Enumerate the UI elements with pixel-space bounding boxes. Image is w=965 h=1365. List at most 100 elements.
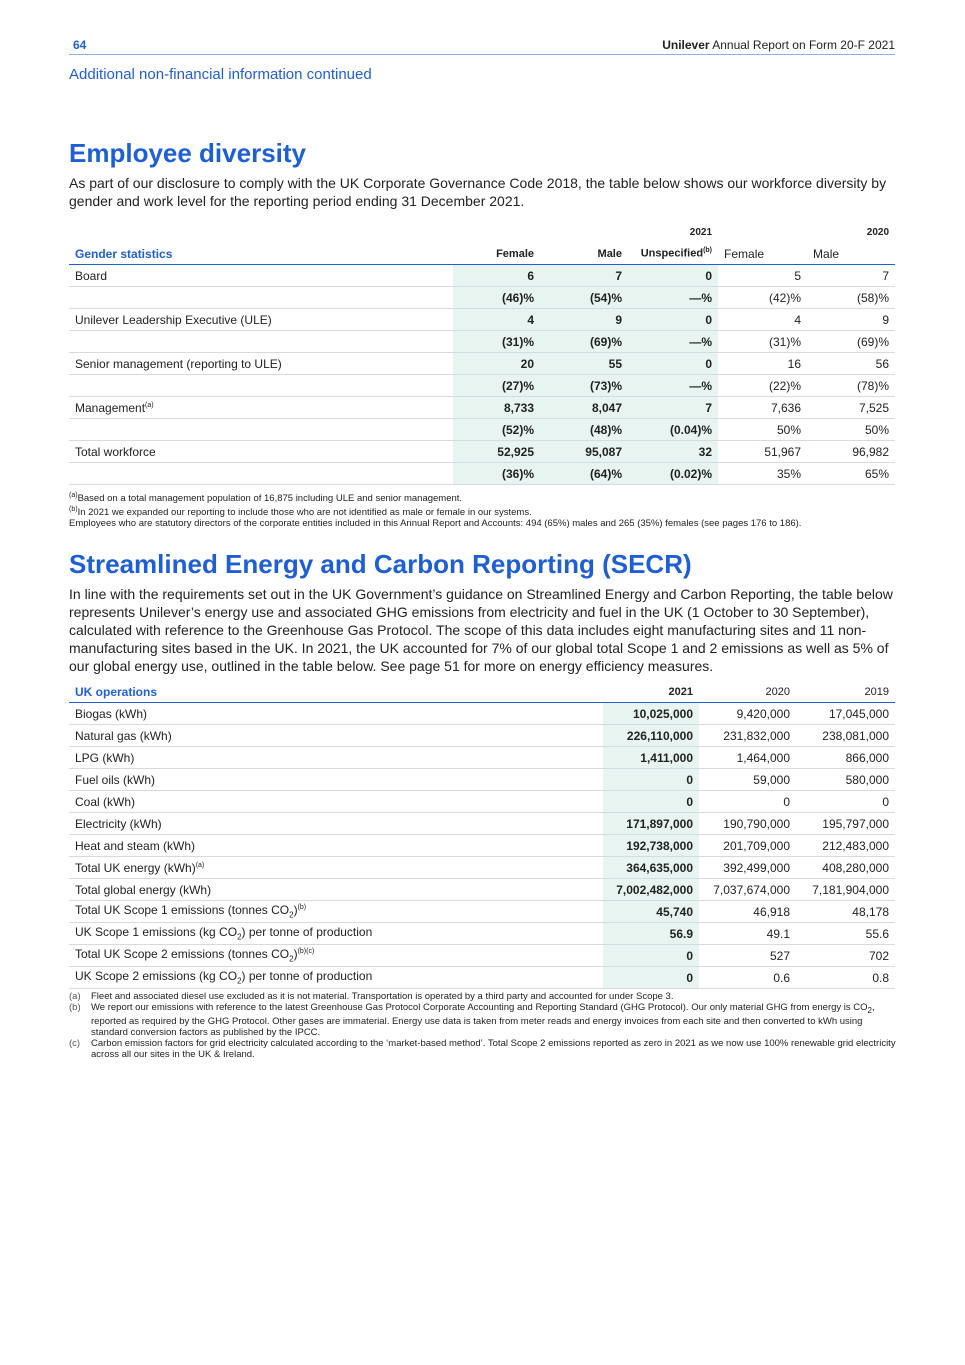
label-text: ) (293, 947, 298, 962)
note-ref: (a) (145, 401, 154, 409)
footnotes: (a) Fleet and associated diesel use exclu… (69, 991, 899, 1060)
column-header: 2019 (796, 681, 895, 703)
label-text: Male (813, 246, 840, 261)
footnote-mark: (a) (69, 991, 81, 1002)
label-text: Board (75, 268, 108, 283)
label-text: Male (597, 247, 622, 260)
column-header: Male (807, 243, 896, 265)
label-text: Natural gas (kWh) (75, 728, 172, 743)
cell: 56.9 (603, 922, 699, 945)
cell: (0.02)% (628, 462, 719, 485)
row: Total workforce 52,925 95,087 32 51,967 96,98… (69, 440, 896, 463)
row: UK Scope 1 emissions (kg CO2) per tonne … (69, 922, 895, 945)
cell: 17,045,000 (796, 702, 895, 725)
row: Natural gas (kWh) 226,110,000 231,832,000 2… (69, 724, 895, 747)
cell: (54)% (540, 286, 628, 309)
cell: 65% (807, 462, 896, 485)
note-ref: (b) (297, 904, 307, 912)
cell: 6 (453, 264, 540, 287)
row-label: UK Scope 2 emissions (kg CO2) per tonne … (69, 966, 603, 989)
subscript: 2 (289, 954, 294, 964)
row-label: Electricity (kWh) (69, 812, 603, 835)
cell: 49.1 (699, 922, 796, 945)
report-name: Annual Report on Form 20-F 2021 (712, 38, 895, 52)
footnote-mark: (b) (69, 1002, 81, 1013)
label-text: UK Scope 1 emissions (kg CO (75, 925, 238, 940)
label-text: Total UK Scope 2 emissions (tonnes CO (75, 947, 290, 962)
section-title: Streamlined Energy and Carbon Reporting … (69, 549, 692, 579)
column-header: Unspecified(b) (628, 243, 719, 265)
label-text: Heat and steam (kWh) (75, 838, 196, 853)
row: Total global energy (kWh) 7,002,482,000 7,… (69, 878, 895, 901)
cell: (52)% (453, 418, 540, 441)
row: Total UK Scope 1 emissions (tonnes CO2)(… (69, 900, 895, 923)
cell: 238,081,000 (796, 724, 895, 747)
cell: 7 (628, 396, 719, 419)
cell: 10,025,000 (603, 702, 699, 725)
row: Senior management (reporting to ULE) 20 55… (69, 352, 896, 375)
footnote: (a) Fleet and associated diesel use exclu… (69, 991, 899, 1002)
intro: In line with the requirements set out in… (69, 586, 893, 674)
row: Coal (kWh) 0 0 0 (69, 790, 895, 813)
cell: 0 (603, 944, 699, 967)
cell: 195,797,000 (796, 812, 895, 835)
cell: 7,037,674,000 (699, 878, 796, 901)
footnote: (b)In 2021 we expanded our reporting to … (69, 504, 909, 518)
diversity-table: 2021 2020 Gender statistics Female Male Unspe… (69, 222, 896, 485)
label-text: Female (496, 247, 534, 260)
cell: —% (628, 286, 719, 309)
row-label (69, 418, 453, 441)
cell: 8,047 (540, 396, 628, 419)
cell: 408,280,000 (796, 856, 895, 879)
label-text: Fleet and associated diesel use excluded… (91, 991, 674, 1002)
footnote: (b) We report our emissions with referenc… (69, 1002, 899, 1038)
cell: 0.8 (796, 966, 895, 989)
column-header: 2021 (603, 681, 699, 703)
row: (52)% (48)% (0.04)% 50% 50% (69, 418, 896, 441)
row: Management(a) 8,733 8,047 7 7,636 7,525 (69, 396, 896, 419)
cell: 50% (718, 418, 808, 441)
cell: (73)% (540, 374, 628, 397)
row-label: UK Scope 1 emissions (kg CO2) per tonne … (69, 922, 603, 945)
row-label: Total workforce (69, 440, 453, 463)
cell: 5 (718, 264, 808, 287)
year-row: 2021 2020 (69, 222, 895, 243)
row-label: Fuel oils (kWh) (69, 768, 603, 791)
label-text: Female (724, 246, 765, 261)
row: (36)% (64)% (0.02)% 35% 65% (69, 462, 896, 485)
label-text: ) per tonne of production (241, 969, 373, 984)
row-label: Unilever Leadership Executive (ULE) (69, 308, 453, 331)
label-text: Senior management (reporting to ULE) (75, 356, 282, 371)
row-label: Natural gas (kWh) (69, 724, 603, 747)
column-header: Female (453, 243, 540, 265)
footnote-text-wrap: We report our emissions with reference t… (91, 1002, 899, 1038)
cell: (31)% (453, 330, 540, 353)
row: Total UK Scope 2 emissions (tonnes CO2)(… (69, 944, 895, 967)
cell: 56 (807, 352, 896, 375)
cell: 1,464,000 (699, 746, 796, 769)
label-text: UK Scope 2 emissions (kg CO (75, 969, 238, 984)
column-header: Male (540, 243, 628, 265)
cell: 0 (628, 308, 719, 331)
label-text: Management (75, 400, 146, 415)
cell: 580,000 (796, 768, 895, 791)
cell: 0 (628, 264, 719, 287)
label-text: We report our emissions with reference t… (91, 1002, 868, 1013)
cell: (78)% (807, 374, 896, 397)
row: (27)% (73)% —% (22)% (78)% (69, 374, 896, 397)
cell: 32 (628, 440, 719, 463)
row-label: Heat and steam (kWh) (69, 834, 603, 857)
cell: (42)% (718, 286, 808, 309)
page-number: 64 (73, 38, 87, 52)
running-header: Unilever Annual Report on Form 20-F 2021 (662, 38, 895, 52)
cell: (46)% (453, 286, 540, 309)
cell: 0 (699, 790, 796, 813)
label-text: Coal (kWh) (75, 794, 136, 809)
footnotes: (a)Based on a total management populatio… (69, 490, 909, 529)
cell: —% (628, 374, 719, 397)
column-header: 2020 (699, 681, 796, 703)
cell: 0.6 (699, 966, 796, 989)
footnote-mark: (b) (69, 506, 78, 514)
cell: 51,967 (718, 440, 808, 463)
cell: (22)% (718, 374, 808, 397)
